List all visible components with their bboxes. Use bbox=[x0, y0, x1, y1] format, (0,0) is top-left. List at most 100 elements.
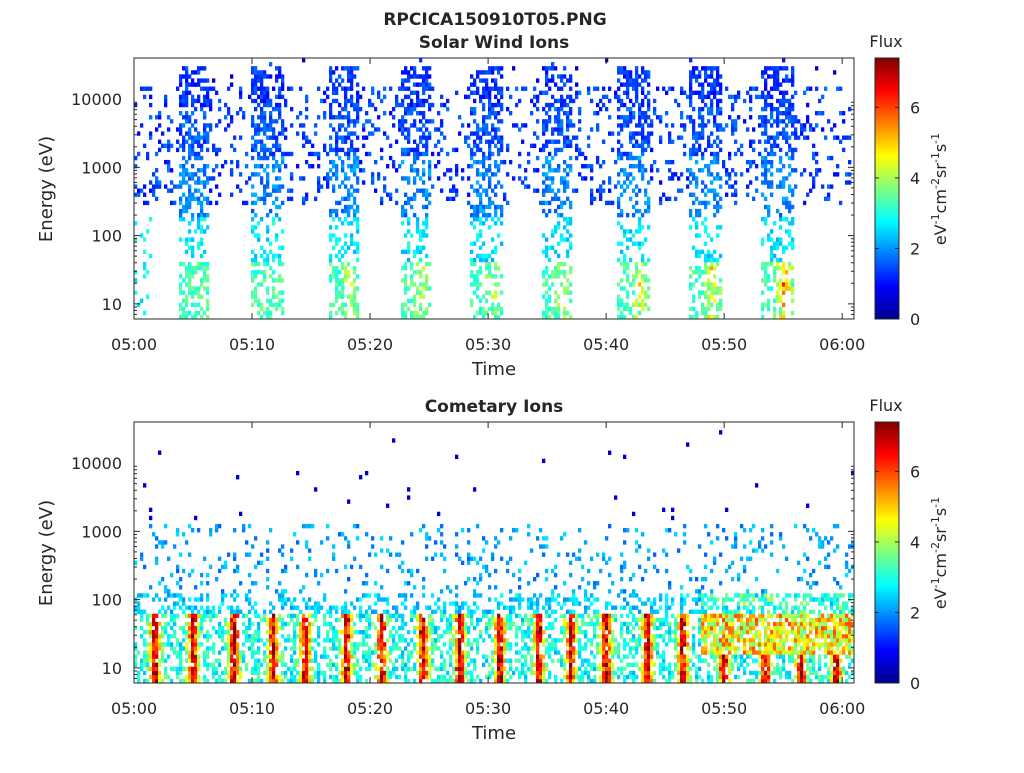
heatmap-cell bbox=[389, 197, 392, 201]
heatmap-cell bbox=[260, 553, 263, 557]
heatmap-cell bbox=[188, 282, 191, 286]
heatmap-cell bbox=[482, 160, 485, 164]
heatmap-cell bbox=[350, 131, 353, 135]
heatmap-cell bbox=[314, 152, 317, 156]
heatmap-cell bbox=[416, 172, 419, 176]
heatmap-cell bbox=[140, 610, 143, 614]
heatmap-cell bbox=[464, 622, 467, 626]
heatmap-cell bbox=[665, 197, 668, 201]
heatmap-cell bbox=[428, 168, 431, 172]
heatmap-cell bbox=[362, 634, 365, 638]
heatmap-cell bbox=[695, 270, 698, 274]
heatmap-cell bbox=[359, 107, 362, 111]
heatmap-cell bbox=[419, 671, 422, 675]
heatmap-cell bbox=[338, 270, 341, 274]
heatmap-cell bbox=[137, 193, 140, 197]
heatmap-cell bbox=[275, 95, 278, 99]
heatmap-cell bbox=[287, 189, 290, 193]
heatmap-cell bbox=[635, 95, 638, 99]
heatmap-cell bbox=[809, 123, 812, 127]
heatmap-cell bbox=[566, 197, 569, 201]
heatmap-cell bbox=[206, 663, 209, 667]
heatmap-cell bbox=[164, 103, 167, 107]
heatmap-cell bbox=[293, 650, 296, 654]
heatmap-cell bbox=[272, 135, 275, 139]
heatmap-cell bbox=[404, 70, 407, 74]
heatmap-cell bbox=[395, 606, 398, 610]
heatmap-cell bbox=[305, 638, 308, 642]
heatmap-cell bbox=[161, 634, 164, 638]
heatmap-cell bbox=[260, 82, 263, 86]
heatmap-cell bbox=[185, 659, 188, 663]
heatmap-cell bbox=[155, 197, 158, 201]
heatmap-cell bbox=[377, 634, 380, 638]
heatmap-cell bbox=[545, 237, 548, 241]
heatmap-cell bbox=[620, 144, 623, 148]
heatmap-cell bbox=[272, 189, 275, 193]
heatmap-cell bbox=[314, 675, 317, 679]
heatmap-cell bbox=[293, 667, 296, 671]
heatmap-cell bbox=[470, 74, 473, 78]
heatmap-cell bbox=[200, 193, 203, 197]
heatmap-cell bbox=[761, 95, 764, 99]
heatmap-cell bbox=[470, 262, 473, 266]
heatmap-cell bbox=[455, 601, 458, 605]
heatmap-cell bbox=[353, 642, 356, 646]
heatmap-cell bbox=[458, 557, 461, 561]
heatmap-cell bbox=[182, 99, 185, 103]
heatmap-cell bbox=[329, 176, 332, 180]
heatmap-cell bbox=[638, 229, 641, 233]
heatmap-cell bbox=[278, 254, 281, 258]
heatmap-cell bbox=[341, 646, 344, 650]
heatmap-cell bbox=[545, 103, 548, 107]
heatmap-cell bbox=[410, 278, 413, 282]
heatmap-cell bbox=[707, 270, 710, 274]
heatmap-cell bbox=[179, 659, 182, 663]
heatmap-cell bbox=[281, 290, 284, 294]
heatmap-cell bbox=[671, 87, 674, 91]
heatmap-cell bbox=[203, 610, 206, 614]
heatmap-cell bbox=[344, 606, 347, 610]
heatmap-cell bbox=[617, 123, 620, 127]
heatmap-cell bbox=[473, 107, 476, 111]
heatmap-cell bbox=[266, 172, 269, 176]
heatmap-cell bbox=[716, 290, 719, 294]
heatmap-cell bbox=[389, 144, 392, 148]
heatmap-cell bbox=[347, 246, 350, 250]
heatmap-cell bbox=[383, 626, 386, 630]
heatmap-cell bbox=[323, 99, 326, 103]
heatmap-cell bbox=[197, 654, 200, 658]
heatmap-cell bbox=[155, 127, 158, 131]
heatmap-cell bbox=[479, 99, 482, 103]
heatmap-cell bbox=[335, 254, 338, 258]
heatmap-cell bbox=[716, 193, 719, 197]
heatmap-cell bbox=[200, 209, 203, 213]
heatmap-cell bbox=[404, 311, 407, 315]
heatmap-cell bbox=[488, 213, 491, 217]
heatmap-cell bbox=[188, 184, 191, 188]
heatmap-cell bbox=[281, 671, 284, 675]
heatmap-cell bbox=[617, 180, 620, 184]
heatmap-cell bbox=[536, 99, 539, 103]
heatmap-cell bbox=[347, 70, 350, 74]
heatmap-cell bbox=[356, 205, 359, 209]
heatmap-cell bbox=[638, 295, 641, 299]
heatmap-cell bbox=[482, 103, 485, 107]
heatmap-cell bbox=[773, 242, 776, 246]
heatmap-cell bbox=[344, 127, 347, 131]
heatmap-cell bbox=[644, 168, 647, 172]
heatmap-cell bbox=[350, 646, 353, 650]
heatmap-cell bbox=[770, 250, 773, 254]
heatmap-cell bbox=[464, 642, 467, 646]
heatmap-cell bbox=[647, 201, 650, 205]
heatmap-cell bbox=[203, 557, 206, 561]
heatmap-cell bbox=[422, 233, 425, 237]
heatmap-cell bbox=[341, 209, 344, 213]
heatmap-cell bbox=[698, 115, 701, 119]
heatmap-cell bbox=[344, 270, 347, 274]
heatmap-cell bbox=[689, 168, 692, 172]
heatmap-cell bbox=[275, 642, 278, 646]
heatmap-cell bbox=[689, 78, 692, 82]
heatmap-cell bbox=[425, 197, 428, 201]
heatmap-cell bbox=[461, 176, 464, 180]
